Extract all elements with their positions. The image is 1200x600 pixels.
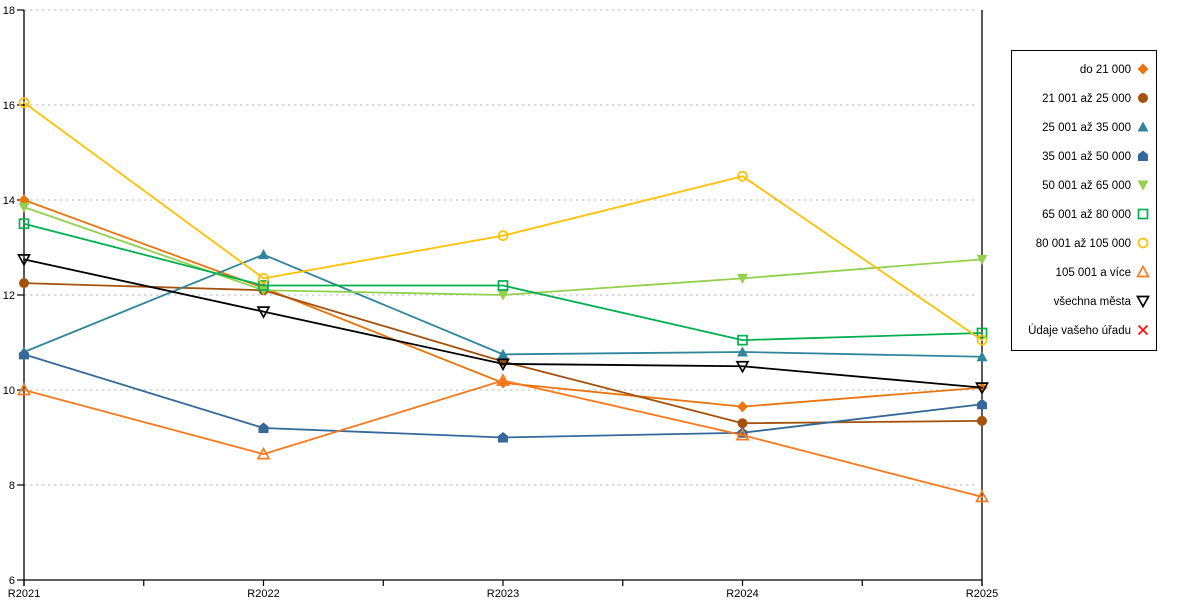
legend-item-label: 105 001 a více <box>1056 267 1131 279</box>
data-point-marker <box>497 290 509 301</box>
data-point-marker <box>258 273 269 284</box>
y-tick-label: 16 <box>3 100 15 112</box>
data-point-marker <box>976 254 988 265</box>
data-point-marker <box>19 278 29 289</box>
data-point-marker <box>256 446 271 460</box>
data-point-marker <box>496 358 510 372</box>
y-tick-label: 12 <box>3 290 15 302</box>
series-8 <box>17 373 989 503</box>
data-point-marker <box>258 422 269 433</box>
legend-item: 105 001 a více <box>1056 264 1150 279</box>
data-point-marker <box>737 170 748 182</box>
series-line <box>23 379 983 498</box>
y-tick-label: 14 <box>3 195 15 207</box>
data-point-marker <box>18 97 30 108</box>
legend-item: všechna města <box>1054 295 1150 309</box>
data-point-marker <box>976 351 988 362</box>
data-point-marker <box>17 254 31 267</box>
data-point-marker <box>17 382 31 396</box>
data-point-marker <box>977 398 987 410</box>
legend-marker-triangle-down <box>1137 180 1149 191</box>
legend-marker-circle <box>1137 237 1149 249</box>
series-line <box>23 353 983 439</box>
x-tick-label: R2021 <box>8 588 40 600</box>
legend-marker-triangle-down <box>1136 295 1150 309</box>
series-5 <box>18 202 988 301</box>
y-tick-label: 8 <box>9 480 15 492</box>
data-point-marker <box>497 348 509 359</box>
x-tick-label: R2024 <box>726 588 758 600</box>
legend-item: 21 001 až 25 000 <box>1042 93 1148 105</box>
legend-item: 50 001 až 65 000 <box>1042 180 1149 192</box>
data-point-marker <box>737 401 748 413</box>
y-tick-label: 18 <box>3 5 15 17</box>
legend-item-label: 21 001 až 25 000 <box>1042 93 1131 105</box>
data-point-marker <box>19 348 29 360</box>
legend-item-label: Údaje vašeho úřadu <box>1028 324 1131 337</box>
data-point-marker <box>737 346 748 357</box>
legend-item-label: všechna města <box>1054 296 1132 308</box>
legend-item-label: 35 001 až 50 000 <box>1042 151 1131 163</box>
data-point-marker <box>496 373 510 386</box>
data-point-marker <box>976 327 988 339</box>
data-point-marker <box>256 306 271 319</box>
series-line <box>23 222 983 342</box>
legend-marker-x <box>1137 324 1149 336</box>
legend-item: do 21 000 <box>1080 63 1149 76</box>
data-point-marker <box>975 382 989 395</box>
y-tick-label: 10 <box>3 385 15 397</box>
data-point-marker <box>737 273 748 284</box>
data-point-marker <box>735 360 750 374</box>
series-1 <box>18 194 988 413</box>
legend-marker-diamond <box>1137 63 1149 75</box>
data-point-marker <box>735 427 750 441</box>
series-6 <box>18 218 988 346</box>
legend-marker-circle <box>1138 93 1148 103</box>
x-tick-label: R2022 <box>247 588 279 600</box>
series-9 <box>17 254 989 395</box>
legend: do 21 000 21 001 až 25 000 25 001 až 35 00… <box>1011 50 1157 351</box>
data-point-marker <box>975 489 989 503</box>
data-point-marker <box>977 415 987 426</box>
data-point-marker <box>737 418 748 429</box>
legend-marker-pentagon <box>1138 150 1148 161</box>
legend-item-label: do 21 000 <box>1080 64 1131 76</box>
data-point-marker <box>258 249 269 260</box>
legend-item: 35 001 až 50 000 <box>1042 150 1148 163</box>
x-tick-label: R2025 <box>966 588 998 600</box>
legend-marker-square <box>1137 208 1149 220</box>
data-point-marker <box>737 334 748 346</box>
y-tick-label: 6 <box>9 575 15 587</box>
series-line <box>23 101 983 342</box>
legend-box <box>1011 50 1157 351</box>
data-point-marker <box>18 202 30 213</box>
x-tick-label: R2023 <box>487 588 519 600</box>
data-point-marker <box>498 432 508 443</box>
legend-item: 65 001 až 80 000 <box>1042 208 1149 221</box>
data-point-marker <box>497 230 509 241</box>
legend-item: 25 001 až 35 000 <box>1042 121 1149 134</box>
legend-item: 80 001 až 105 000 <box>1036 237 1149 250</box>
series-3 <box>18 249 988 362</box>
legend-item-label: 65 001 až 80 000 <box>1042 209 1131 221</box>
data-point-marker <box>976 334 988 346</box>
legend-marker-triangle-up <box>1136 264 1150 278</box>
data-point-marker <box>497 280 509 291</box>
legend-item-label: 80 001 až 105 000 <box>1036 238 1131 250</box>
legend-marker-triangle-up <box>1137 121 1149 132</box>
legend-item-label: 25 001 až 35 000 <box>1042 122 1131 134</box>
legend-item: Údaje vašeho úřadu <box>1028 324 1149 337</box>
series-7 <box>18 97 988 346</box>
data-point-marker <box>18 218 30 230</box>
data-point-marker <box>258 280 269 291</box>
series-line <box>23 258 983 389</box>
legend-item-label: 50 001 až 65 000 <box>1042 180 1131 192</box>
